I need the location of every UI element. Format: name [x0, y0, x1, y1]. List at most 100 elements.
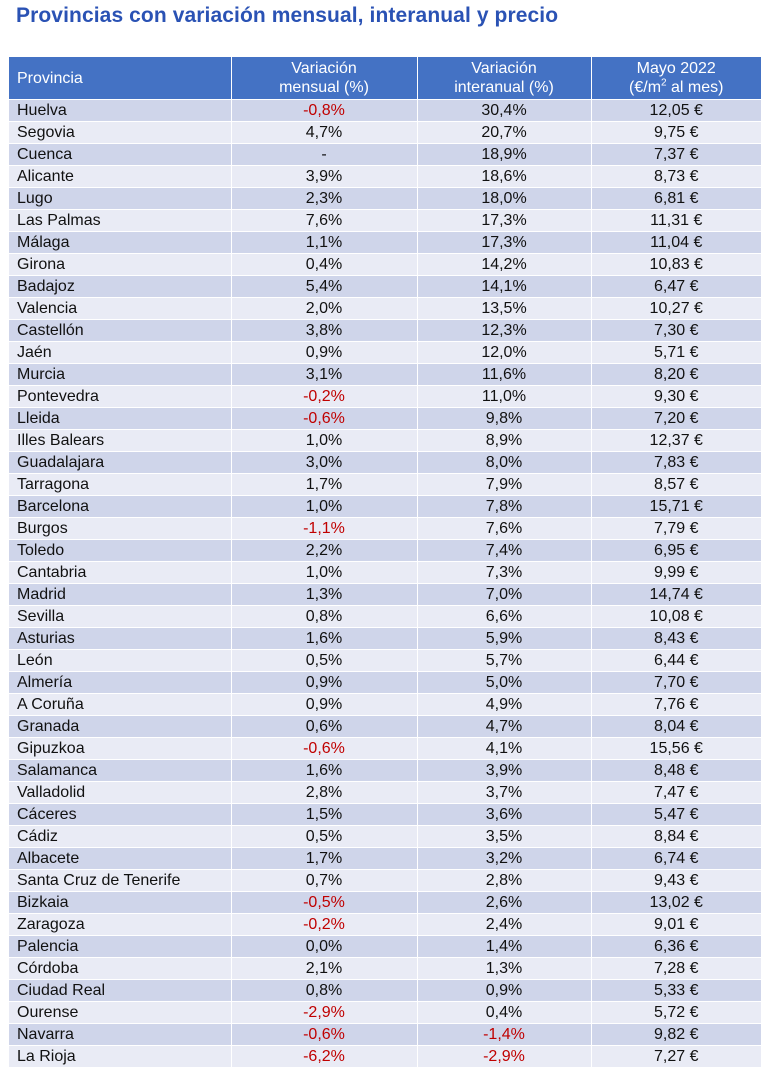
cell-mensual: 1,7% [231, 848, 417, 870]
cell-precio: 8,84 € [591, 826, 761, 848]
cell-mensual: -0,6% [231, 1024, 417, 1046]
cell-provincia: Pontevedra [9, 386, 231, 408]
cell-provincia: Salamanca [9, 760, 231, 782]
cell-mensual: 1,5% [231, 804, 417, 826]
cell-mensual: -6,2% [231, 1046, 417, 1067]
cell-precio: 8,20 € [591, 364, 761, 386]
cell-mensual: -2,9% [231, 1002, 417, 1024]
cell-provincia: Cádiz [9, 826, 231, 848]
cell-mensual: 2,2% [231, 540, 417, 562]
cell-mensual: 5,4% [231, 276, 417, 298]
cell-interanual: 2,4% [417, 914, 591, 936]
cell-mensual: -0,8% [231, 100, 417, 122]
cell-precio: 8,73 € [591, 166, 761, 188]
cell-interanual: 2,8% [417, 870, 591, 892]
cell-mensual: 1,1% [231, 232, 417, 254]
header-precio: Mayo 2022 (€/m2 al mes) [591, 57, 761, 100]
cell-mensual: 0,9% [231, 672, 417, 694]
cell-mensual: 0,5% [231, 826, 417, 848]
cell-provincia: Albacete [9, 848, 231, 870]
header-mensual-line2: mensual (%) [279, 79, 369, 96]
cell-provincia: Guadalajara [9, 452, 231, 474]
cell-interanual: 11,6% [417, 364, 591, 386]
cell-provincia: Cantabria [9, 562, 231, 584]
cell-precio: 9,01 € [591, 914, 761, 936]
cell-interanual: 7,9% [417, 474, 591, 496]
cell-interanual: 14,1% [417, 276, 591, 298]
cell-precio: 6,95 € [591, 540, 761, 562]
cell-interanual: 30,4% [417, 100, 591, 122]
cell-mensual: -0,6% [231, 408, 417, 430]
cell-mensual: 1,6% [231, 628, 417, 650]
cell-provincia: Zaragoza [9, 914, 231, 936]
cell-mensual: 0,9% [231, 694, 417, 716]
cell-interanual: 20,7% [417, 122, 591, 144]
cell-provincia: Girona [9, 254, 231, 276]
cell-precio: 7,30 € [591, 320, 761, 342]
table-row: Burgos-1,1%7,6%7,79 € [9, 518, 761, 540]
header-mensual-line1: Variación [291, 60, 357, 77]
cell-precio: 7,20 € [591, 408, 761, 430]
cell-precio: 5,71 € [591, 342, 761, 364]
cell-precio: 10,83 € [591, 254, 761, 276]
cell-interanual: 18,0% [417, 188, 591, 210]
cell-interanual: 1,3% [417, 958, 591, 980]
cell-mensual: 1,0% [231, 562, 417, 584]
table-row: Pontevedra-0,2%11,0%9,30 € [9, 386, 761, 408]
cell-interanual: 3,5% [417, 826, 591, 848]
cell-interanual: 2,6% [417, 892, 591, 914]
cell-interanual: 7,0% [417, 584, 591, 606]
cell-provincia: Cuenca [9, 144, 231, 166]
cell-precio: 7,70 € [591, 672, 761, 694]
cell-precio: 5,72 € [591, 1002, 761, 1024]
cell-precio: 7,27 € [591, 1046, 761, 1067]
cell-mensual: 1,0% [231, 430, 417, 452]
cell-mensual: -0,2% [231, 386, 417, 408]
cell-interanual: 7,8% [417, 496, 591, 518]
cell-provincia: Lugo [9, 188, 231, 210]
cell-mensual: 0,0% [231, 936, 417, 958]
cell-provincia: Navarra [9, 1024, 231, 1046]
cell-precio: 9,30 € [591, 386, 761, 408]
cell-precio: 7,79 € [591, 518, 761, 540]
cell-provincia: Bizkaia [9, 892, 231, 914]
cell-mensual: 1,7% [231, 474, 417, 496]
header-precio-line2-pre: (€/m [629, 79, 661, 96]
cell-precio: 15,71 € [591, 496, 761, 518]
cell-mensual: 3,8% [231, 320, 417, 342]
cell-interanual: 14,2% [417, 254, 591, 276]
cell-precio: 7,47 € [591, 782, 761, 804]
cell-provincia: La Rioja [9, 1046, 231, 1067]
cell-interanual: 8,9% [417, 430, 591, 452]
cell-interanual: 4,7% [417, 716, 591, 738]
cell-precio: 14,74 € [591, 584, 761, 606]
cell-precio: 5,33 € [591, 980, 761, 1002]
cell-interanual: 17,3% [417, 210, 591, 232]
cell-interanual: 0,4% [417, 1002, 591, 1024]
table-row: Lleida-0,6%9,8%7,20 € [9, 408, 761, 430]
cell-interanual: 3,9% [417, 760, 591, 782]
cell-provincia: Jaén [9, 342, 231, 364]
cell-mensual: - [231, 144, 417, 166]
cell-precio: 12,37 € [591, 430, 761, 452]
cell-provincia: Palencia [9, 936, 231, 958]
cell-provincia: Tarragona [9, 474, 231, 496]
cell-precio: 11,31 € [591, 210, 761, 232]
header-provincia: Provincia [9, 57, 231, 100]
table-row: Bizkaia-0,5%2,6%13,02 € [9, 892, 761, 914]
cell-precio: 7,28 € [591, 958, 761, 980]
cell-precio: 7,76 € [591, 694, 761, 716]
cell-mensual: -0,2% [231, 914, 417, 936]
